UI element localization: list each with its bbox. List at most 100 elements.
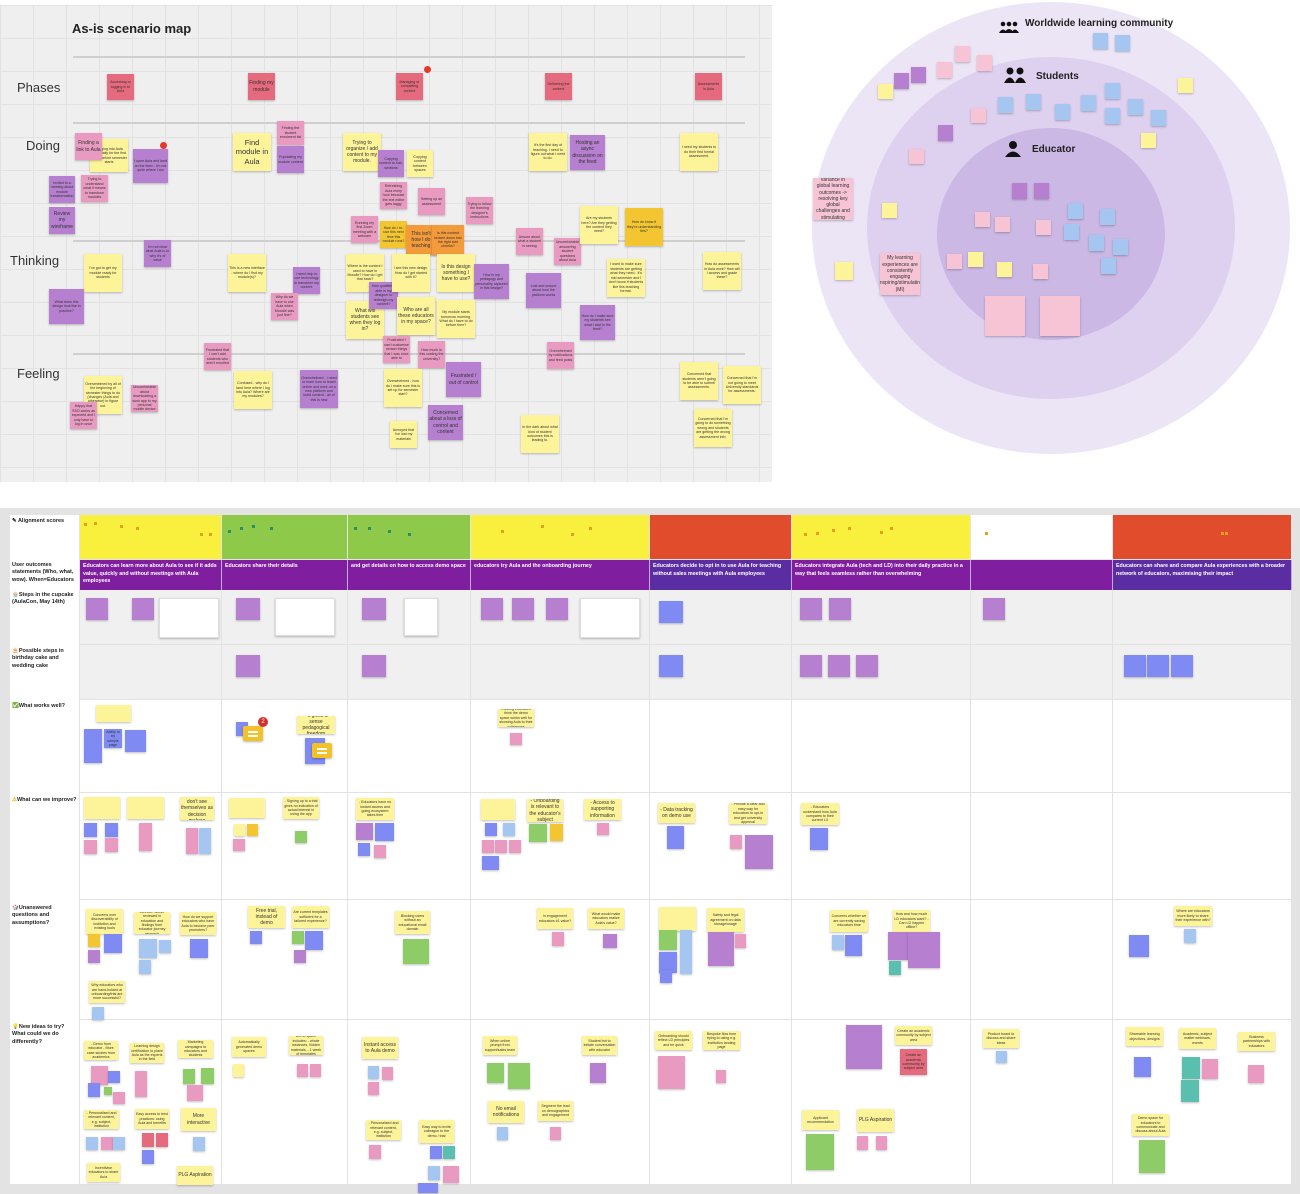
sticky-note[interactable]: Marketing campaigns to educators and stu…	[178, 1040, 213, 1058]
alignment-score-cell[interactable]	[80, 515, 222, 560]
sticky-note[interactable]: Why educators who are hand-holded at onb…	[89, 981, 125, 1003]
sticky-note[interactable]: Finding my module	[248, 73, 275, 100]
sticky-note[interactable]	[362, 598, 386, 620]
screenshot-thumbnail[interactable]	[580, 598, 640, 638]
sticky-note[interactable]	[856, 655, 878, 677]
sticky-note[interactable]	[105, 823, 118, 837]
sticky-note[interactable]	[659, 655, 683, 677]
screenshot-thumbnail[interactable]	[404, 598, 438, 636]
sticky-note[interactable]	[1141, 133, 1156, 148]
sticky-note[interactable]: Who are all these educators in my space?	[397, 297, 435, 335]
sticky-note[interactable]	[356, 823, 373, 840]
sticky-note[interactable]	[156, 1133, 168, 1147]
sticky-note[interactable]	[590, 1063, 606, 1083]
sticky-note[interactable]: Uncomfortable answering student question…	[554, 238, 581, 265]
sticky-note[interactable]	[84, 729, 102, 763]
sticky-note[interactable]	[418, 1183, 438, 1193]
sticky-note[interactable]	[233, 839, 245, 851]
sticky-note[interactable]: Free trial, instead of demo	[248, 906, 285, 928]
sticky-note[interactable]	[968, 252, 983, 267]
sticky-note[interactable]	[857, 1136, 868, 1150]
alignment-score-cell[interactable]	[471, 515, 650, 560]
sticky-note[interactable]	[985, 296, 1025, 336]
sticky-note[interactable]	[1081, 95, 1096, 111]
sticky-note[interactable]	[1128, 99, 1143, 115]
sticky-note[interactable]	[186, 828, 198, 854]
sticky-note[interactable]: How do know if they're understanding thi…	[625, 208, 663, 246]
sticky-note[interactable]: Copying content between spaces	[407, 150, 433, 177]
sticky-note[interactable]	[597, 823, 609, 835]
sticky-note[interactable]	[382, 1067, 393, 1080]
sticky-note[interactable]	[84, 840, 97, 854]
sticky-note[interactable]: - Signing up to a trial gives no indicat…	[283, 797, 319, 819]
screenshot-thumbnail[interactable]	[159, 598, 219, 638]
sticky-note[interactable]: Instant access to Aula demo	[362, 1037, 398, 1059]
sticky-note[interactable]: I need my students to do their first for…	[680, 133, 718, 171]
sticky-note[interactable]	[800, 655, 822, 677]
sticky-note[interactable]: Create an academic community by subject …	[895, 1026, 932, 1045]
sticky-note[interactable]	[512, 598, 534, 620]
sticky-note[interactable]: Review my wireframe	[49, 207, 75, 234]
sticky-note[interactable]: PLG Aspiration	[857, 1109, 894, 1132]
sticky-note[interactable]	[497, 1127, 508, 1140]
sticky-note[interactable]: - Educators understand how Aula compares…	[801, 803, 839, 825]
sticky-note[interactable]: More interactive	[181, 1108, 216, 1131]
sticky-note[interactable]	[510, 733, 522, 745]
sticky-note[interactable]: Hosting an async discussion on the feed	[570, 135, 605, 170]
sticky-note[interactable]: Populating my module content	[277, 146, 304, 173]
comment-icon[interactable]	[243, 726, 263, 741]
sticky-note[interactable]: How much is this costing the university?	[418, 341, 445, 368]
sticky-note[interactable]: - Access to supporting information	[584, 799, 621, 820]
sticky-note[interactable]	[1036, 220, 1051, 235]
sticky-note[interactable]	[250, 931, 262, 944]
sticky-note[interactable]	[996, 1051, 1007, 1063]
user-outcome-statement[interactable]	[971, 560, 1113, 590]
sticky-note[interactable]	[88, 1083, 100, 1097]
sticky-note[interactable]	[971, 108, 986, 123]
sticky-note[interactable]	[1248, 1065, 1264, 1083]
sticky-note[interactable]	[92, 1007, 104, 1020]
alignment-score-cell[interactable]	[792, 515, 971, 560]
sticky-note[interactable]	[1147, 655, 1169, 677]
sticky-note[interactable]: Is engagement educators #1 value?	[537, 908, 573, 929]
sticky-note[interactable]: Reducing variance in global learning out…	[813, 178, 853, 220]
sticky-note[interactable]	[495, 840, 507, 853]
sticky-note[interactable]: What would make educators realize Aula's…	[588, 908, 624, 929]
sticky-note[interactable]: Where are educators more likely to share…	[1174, 906, 1212, 926]
sticky-note[interactable]	[193, 1137, 205, 1151]
sticky-note[interactable]: Why do we have to use Aula when Moodle w…	[271, 293, 298, 320]
sticky-note[interactable]: How is my pedagogy and personality captu…	[474, 264, 509, 299]
sticky-note[interactable]	[998, 97, 1013, 113]
sticky-note[interactable]: Existing educators think the demo space …	[498, 709, 534, 727]
sticky-note[interactable]	[443, 1146, 455, 1159]
sticky-note[interactable]: What does this design look like in pract…	[49, 289, 84, 324]
sticky-note[interactable]: Assessments in Aula	[695, 73, 722, 100]
sticky-note[interactable]	[86, 598, 108, 620]
sticky-note[interactable]: This is a new interface - where do I fin…	[228, 254, 266, 292]
sticky-note[interactable]	[1105, 108, 1120, 124]
sticky-note[interactable]	[977, 55, 992, 71]
sticky-note[interactable]: Invited to a meeting about module transf…	[49, 176, 75, 203]
sticky-note[interactable]: Accessing or logging in to Aula	[107, 74, 134, 100]
sticky-note[interactable]: - Data tracking on demo use	[658, 803, 695, 823]
sticky-note[interactable]: No email notifications	[488, 1101, 524, 1123]
sticky-note[interactable]	[894, 73, 909, 89]
sticky-note[interactable]	[1202, 1059, 1218, 1079]
sticky-note[interactable]: Frustrated that I can't add students who…	[204, 343, 231, 370]
sticky-note[interactable]: Frustrated I can't customise certain thi…	[383, 336, 410, 363]
sticky-note[interactable]	[485, 823, 497, 836]
sticky-note[interactable]	[443, 1166, 459, 1183]
sticky-note[interactable]	[1139, 1140, 1165, 1173]
sticky-note[interactable]	[1178, 78, 1193, 93]
alignment-score-cell[interactable]	[650, 515, 792, 560]
sticky-note[interactable]	[236, 655, 260, 677]
sticky-note[interactable]: Lost and unsure about how the platform w…	[526, 273, 561, 308]
sticky-note[interactable]	[550, 824, 563, 841]
sticky-note[interactable]	[139, 823, 152, 851]
sticky-note[interactable]	[127, 797, 164, 819]
sticky-note[interactable]	[983, 598, 1005, 620]
sticky-note[interactable]: Concerned that students aren't going to …	[680, 362, 718, 400]
sticky-note[interactable]: Student bot to initiate conversation wit…	[582, 1036, 617, 1055]
sticky-note[interactable]	[91, 1066, 108, 1085]
sticky-note[interactable]	[975, 212, 990, 227]
